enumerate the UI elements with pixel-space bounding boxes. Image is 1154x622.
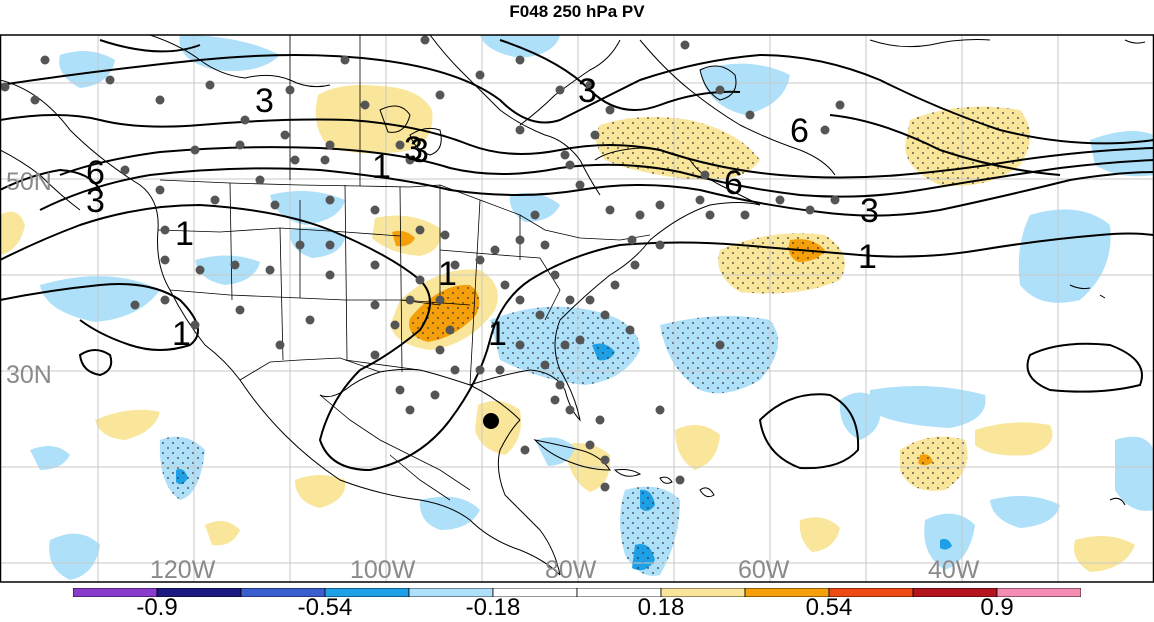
contour-label: 3 (86, 182, 105, 220)
map-title: F048 250 hPa PV (509, 2, 645, 21)
lon-label-100w: 100W (350, 556, 416, 584)
contour-label: 1 (488, 315, 507, 353)
contour-label: 3 (578, 72, 597, 110)
station-markers (0, 35, 845, 492)
contour-label: 6 (724, 164, 743, 202)
negative-anomaly (1018, 209, 1111, 303)
negative-anomaly (179, 35, 280, 71)
contour-label: 1 (175, 215, 194, 253)
negative-anomaly (509, 192, 560, 222)
colorbar-tick-label: -0.54 (297, 594, 353, 621)
negative-anomaly (870, 386, 986, 428)
lon-label-40w: 40W (928, 556, 980, 584)
highlight-marker (483, 413, 499, 429)
positive-anomaly (295, 475, 346, 508)
negative-anomaly (419, 496, 480, 530)
contour-label: 1 (172, 315, 191, 353)
colorbar-tick-label: -0.18 (465, 594, 521, 621)
positive-anomaly (205, 521, 240, 546)
colorbar (73, 588, 1081, 597)
contour-label: 1 (372, 148, 391, 186)
positive-anomaly (975, 422, 1053, 456)
negative-anomaly (195, 255, 260, 285)
colorbar-tick-label: -0.9 (136, 594, 178, 621)
contour-label: 3 (410, 132, 429, 170)
contour-label: 3 (404, 130, 423, 168)
contour-label: 6 (790, 112, 809, 150)
positive-anomaly (392, 230, 415, 247)
pv-contours (0, 39, 1154, 472)
lat-label-50n: 50N (6, 168, 52, 196)
positive-anomaly (315, 85, 433, 154)
colorbar-tick-label: 0.9 (980, 594, 1014, 621)
negative-anomaly (990, 496, 1060, 528)
contour-label: 3 (255, 82, 274, 120)
lon-label-60w: 60W (738, 556, 790, 584)
lat-label-30n: 30N (6, 361, 52, 389)
lon-label-120w: 120W (150, 556, 216, 584)
negative-anomaly (940, 538, 952, 550)
contour-label: 6 (86, 154, 105, 192)
positive-anomaly (675, 425, 720, 470)
negative-anomaly (59, 51, 115, 88)
negative-anomaly (30, 446, 70, 470)
negative-anomaly (700, 63, 790, 115)
contour-label: 1 (858, 238, 877, 276)
negative-anomaly (1115, 436, 1154, 511)
contour-label: 1 (438, 255, 457, 293)
lon-label-80w: 80W (545, 556, 597, 584)
negative-anomaly (535, 437, 575, 466)
colorbar-segment (996, 588, 1081, 597)
contour-label: 3 (860, 192, 879, 230)
contour-label-group: 3 3 1 3 3 6 6 3 6 3 1 1 1 1 1 (86, 72, 879, 353)
negative-anomaly (289, 227, 345, 258)
positive-anomaly (799, 517, 840, 552)
negative-anomaly (49, 533, 100, 580)
positive-anomaly (95, 409, 160, 440)
colorbar-tick-label: 0.54 (805, 594, 853, 621)
positive-anomaly (0, 211, 25, 255)
colorbar-tick-label: 0.18 (637, 594, 685, 621)
